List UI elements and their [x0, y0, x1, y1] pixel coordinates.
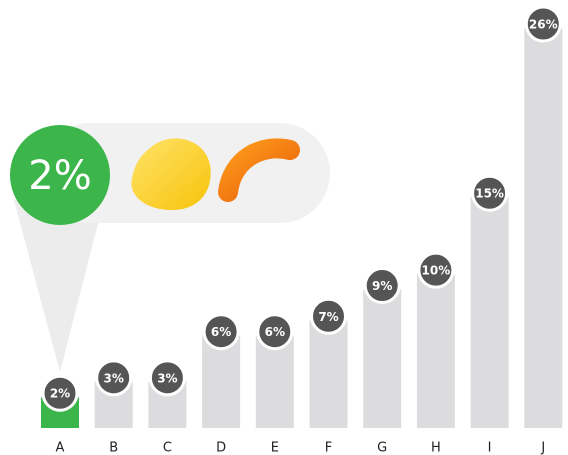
x-tick-label: C: [163, 441, 172, 455]
callout-value: 2%: [28, 153, 91, 199]
x-tick-label: F: [325, 441, 332, 455]
x-tick-label: A: [56, 441, 65, 455]
value-label: 10%: [422, 264, 451, 278]
value-label: 15%: [475, 187, 504, 201]
callout-pointer: [14, 200, 104, 372]
x-tick-label: I: [488, 441, 492, 455]
value-label: 6%: [211, 325, 231, 339]
value-label: 9%: [372, 279, 392, 293]
x-tick-label: H: [431, 441, 441, 455]
value-label: 6%: [265, 325, 285, 339]
x-tick-label: J: [540, 441, 545, 455]
value-label: 3%: [104, 371, 124, 385]
value-label: 7%: [318, 310, 338, 324]
x-tick-label: G: [377, 441, 387, 455]
x-tick-label: E: [271, 441, 279, 455]
chart: A 3% B 3% C 6% D 6% E 7% F 9% G 10% H 15% I 26% J 2% 2%: [0, 0, 568, 455]
bar: [471, 197, 509, 428]
x-tick-label: B: [109, 441, 118, 455]
bar: [310, 320, 348, 428]
value-label: 3%: [157, 371, 177, 385]
value-label: 2%: [50, 387, 70, 401]
bar: [363, 290, 401, 428]
value-label: 26%: [529, 18, 558, 32]
bar: [417, 274, 455, 428]
bar: [524, 28, 562, 428]
x-tick-label: D: [216, 441, 226, 455]
page: {"chart_data": {"type": "bar", "categori…: [0, 0, 568, 455]
